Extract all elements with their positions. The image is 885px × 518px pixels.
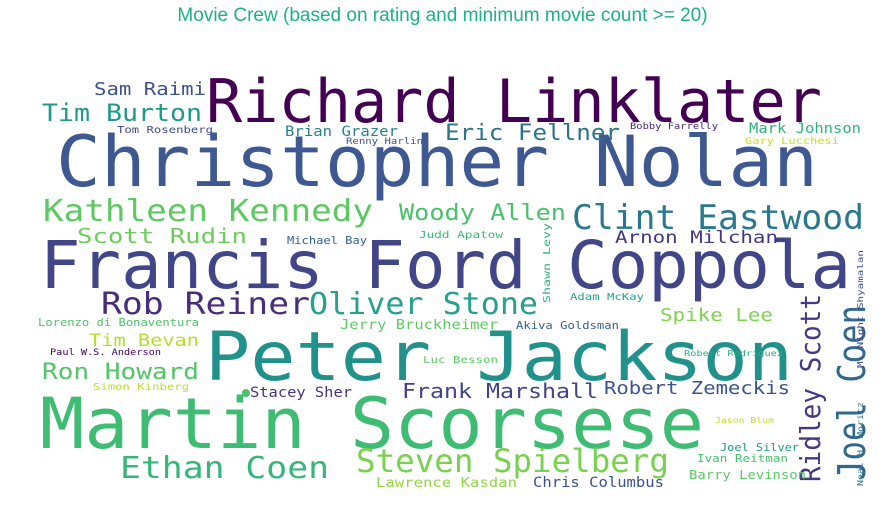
word-sam-raimi: Sam Raimi xyxy=(94,79,206,100)
word-mark-johnson: Mark Johnson xyxy=(749,121,861,137)
word-lorenzo-di-bonaventura: Lorenzo di Bonaventura xyxy=(38,316,199,329)
word-simon-kinberg: Simon Kinberg xyxy=(93,382,189,393)
word-tom-rosenberg: Tom Rosenberg xyxy=(117,125,213,136)
word-joel-coen: Joel Coen xyxy=(830,305,874,480)
word-eric-fellner: Eric Fellner xyxy=(445,121,620,146)
word-joel-silver: Joel Silver xyxy=(720,441,799,454)
word-lawrence-kasdan: Lawrence Kasdan xyxy=(376,476,517,491)
word-peter-jackson: Peter Jackson xyxy=(205,318,793,397)
word-m-night-shyamalan: M. Night Shyamalan xyxy=(856,250,865,368)
word-richard-linklater: Richard Linklater xyxy=(206,67,822,137)
word-ridley-scott: Ridley Scott xyxy=(794,294,827,482)
word-jerry-bruckheimer: Jerry Bruckheimer xyxy=(340,318,498,333)
word-tim-bevan: Tim Bevan xyxy=(89,331,199,351)
word-akiva-goldsman: Akiva Goldsman xyxy=(516,319,619,332)
word-brian-grazer: Brian Grazer xyxy=(285,124,398,140)
word-ethan-coen: Ethan Coen xyxy=(120,451,329,486)
word-jason-blum: Jason Blum xyxy=(715,416,774,425)
word-paul-w-s-anderson: Paul W.S. Anderson xyxy=(50,348,161,358)
word-scott-rudin: Scott Rudin xyxy=(77,224,247,248)
word-frank-marshall: Frank Marshall xyxy=(402,379,598,403)
word-rob-reiner: Rob Reiner xyxy=(101,287,310,322)
word-gary-lucchesi: Gary Lucchesi xyxy=(745,136,839,147)
word-bobby-farrelly: Bobby Farrelly xyxy=(630,122,719,132)
chart-title: Movie Crew (based on rating and minimum … xyxy=(177,5,708,26)
word-kathleen-kennedy: Kathleen Kennedy xyxy=(43,194,373,229)
word-clint-eastwood: Clint Eastwood xyxy=(572,198,864,238)
word-robert-rodriguez: Robert Rodriguez xyxy=(684,349,783,358)
word-renny-harlin: Renny Harlin xyxy=(346,137,423,147)
word-ivan-reitman: Ivan Reitman xyxy=(697,452,788,465)
word-arnon-milchan: Arnon Milchan xyxy=(615,228,778,248)
word-barry-levinson: Barry Levinson xyxy=(689,468,806,482)
word-steven-spielberg: Steven Spielberg xyxy=(356,442,669,480)
dot-mark xyxy=(242,389,250,397)
word-judd-apatow: Judd Apatow xyxy=(419,230,504,241)
word-tim-burton: Tim Burton xyxy=(42,99,202,127)
word-christopher-nolan: Christopher Nolan xyxy=(56,121,818,203)
word-chris-columbus: Chris Columbus xyxy=(533,475,664,491)
word-martin-scorsese: Martin Scorsese xyxy=(40,383,704,465)
word-ron-howard: Ron Howard xyxy=(42,360,199,385)
word-francis-ford-coppola: Francis Ford Coppola xyxy=(40,227,851,304)
word-oliver-stone: Oliver Stone xyxy=(309,287,538,322)
word-michael-bay: Michael Bay xyxy=(287,234,367,247)
word-luc-besson: Luc Besson xyxy=(423,355,498,366)
word-shawn-levy: Shawn Levy xyxy=(542,223,553,303)
word-spike-lee: Spike Lee xyxy=(660,305,773,326)
word-stacey-sher: Stacey Sher xyxy=(250,385,352,401)
word-robert-zemeckis: Robert Zemeckis xyxy=(604,378,790,399)
word-adam-mckay: Adam McKay xyxy=(570,292,644,303)
word-woody-allen: Woody Allen xyxy=(399,201,566,226)
word-neal-h-moritz: Neal H. Moritz xyxy=(856,402,865,486)
